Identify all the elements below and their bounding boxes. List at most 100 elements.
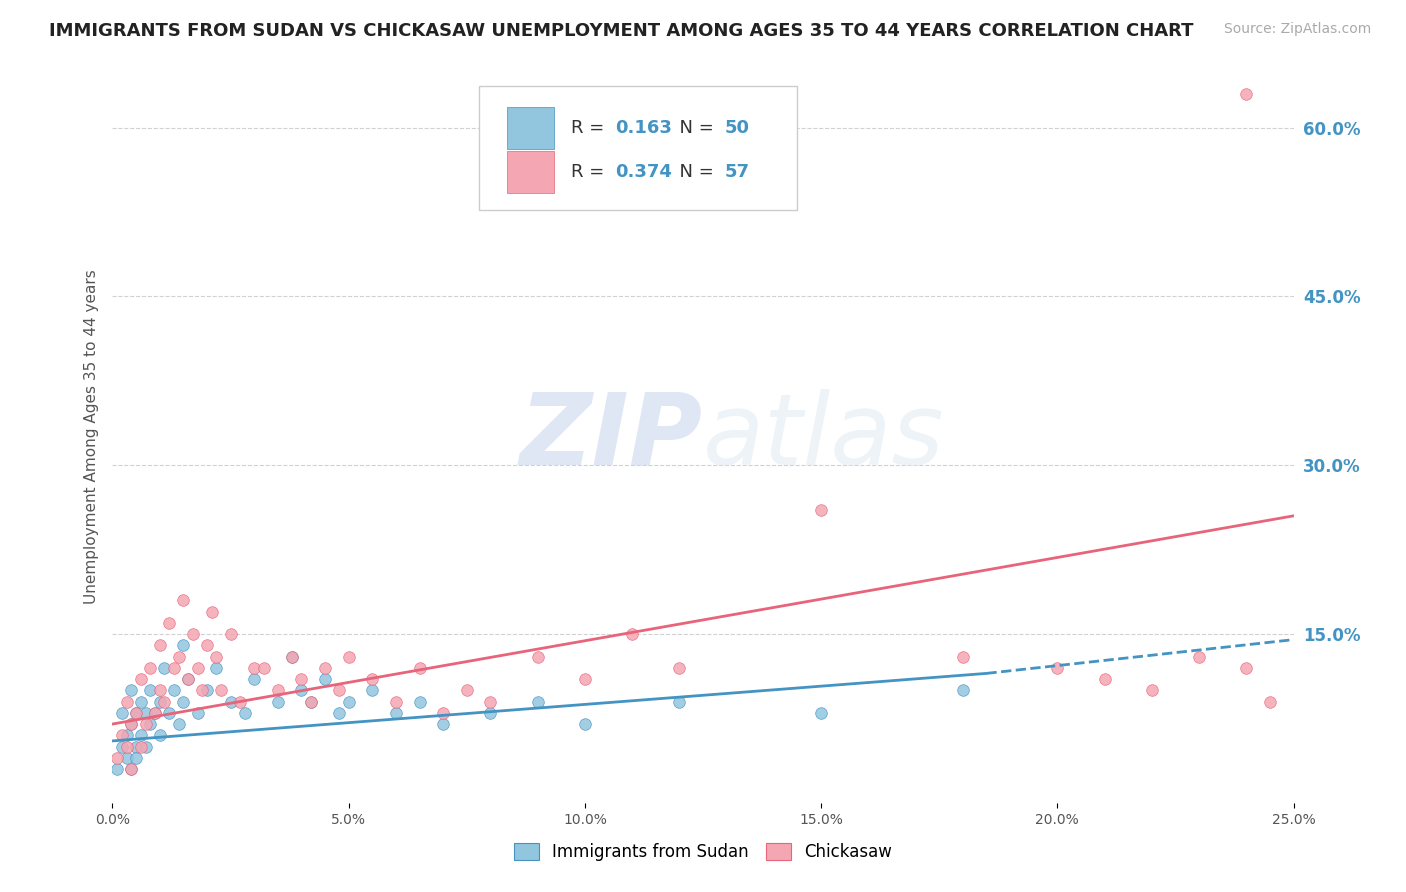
Point bbox=[290, 683, 312, 698]
Point bbox=[668, 661, 690, 675]
Point bbox=[181, 627, 204, 641]
Text: 57: 57 bbox=[724, 163, 749, 181]
Point bbox=[125, 706, 148, 720]
Point bbox=[574, 717, 596, 731]
Text: IMMIGRANTS FROM SUDAN VS CHICKASAW UNEMPLOYMENT AMONG AGES 35 TO 44 YEARS CORREL: IMMIGRANTS FROM SUDAN VS CHICKASAW UNEMP… bbox=[49, 22, 1194, 40]
Point bbox=[163, 683, 186, 698]
Point bbox=[526, 649, 548, 664]
Point bbox=[253, 661, 276, 675]
Point bbox=[328, 706, 350, 720]
Point bbox=[1234, 87, 1257, 101]
Point bbox=[1046, 661, 1069, 675]
FancyBboxPatch shape bbox=[508, 107, 554, 149]
Point bbox=[243, 661, 266, 675]
Point bbox=[1140, 683, 1163, 698]
Text: 0.374: 0.374 bbox=[616, 163, 672, 181]
Point bbox=[361, 672, 384, 686]
Point bbox=[105, 762, 128, 776]
Point bbox=[1188, 649, 1211, 664]
Point bbox=[135, 717, 157, 731]
Point bbox=[129, 728, 152, 742]
Point bbox=[129, 672, 152, 686]
Point bbox=[125, 706, 148, 720]
Point bbox=[195, 683, 218, 698]
FancyBboxPatch shape bbox=[508, 151, 554, 193]
Point bbox=[125, 739, 148, 754]
Point bbox=[299, 694, 322, 708]
Point bbox=[219, 627, 242, 641]
Point bbox=[408, 661, 430, 675]
Point bbox=[209, 683, 232, 698]
Point bbox=[267, 694, 290, 708]
Text: 50: 50 bbox=[724, 119, 749, 137]
Point bbox=[157, 615, 180, 630]
Point bbox=[120, 717, 142, 731]
Point bbox=[111, 739, 134, 754]
Point bbox=[105, 751, 128, 765]
Y-axis label: Unemployment Among Ages 35 to 44 years: Unemployment Among Ages 35 to 44 years bbox=[83, 269, 98, 605]
Point bbox=[1234, 661, 1257, 675]
Point bbox=[115, 728, 138, 742]
Point bbox=[205, 661, 228, 675]
Point bbox=[219, 694, 242, 708]
Text: 0.163: 0.163 bbox=[616, 119, 672, 137]
Point bbox=[952, 649, 974, 664]
Point bbox=[408, 694, 430, 708]
Point bbox=[111, 706, 134, 720]
Point bbox=[668, 694, 690, 708]
FancyBboxPatch shape bbox=[478, 86, 797, 211]
Point bbox=[233, 706, 256, 720]
Text: N =: N = bbox=[668, 163, 718, 181]
Point bbox=[120, 683, 142, 698]
Point bbox=[526, 694, 548, 708]
Point bbox=[229, 694, 252, 708]
Text: N =: N = bbox=[668, 119, 718, 137]
Point bbox=[153, 694, 176, 708]
Point bbox=[167, 649, 190, 664]
Point bbox=[299, 694, 322, 708]
Point bbox=[195, 638, 218, 652]
Point bbox=[172, 593, 194, 607]
Point bbox=[177, 672, 200, 686]
Point bbox=[135, 739, 157, 754]
Point bbox=[361, 683, 384, 698]
Point bbox=[314, 661, 336, 675]
Point bbox=[243, 672, 266, 686]
Point bbox=[129, 694, 152, 708]
Point bbox=[172, 638, 194, 652]
Point bbox=[149, 638, 172, 652]
Point bbox=[1258, 694, 1281, 708]
Point bbox=[115, 739, 138, 754]
Point bbox=[479, 694, 502, 708]
Text: R =: R = bbox=[571, 163, 610, 181]
Point bbox=[574, 672, 596, 686]
Text: atlas: atlas bbox=[703, 389, 945, 485]
Point bbox=[115, 694, 138, 708]
Point bbox=[149, 683, 172, 698]
Point bbox=[621, 627, 644, 641]
Point bbox=[111, 728, 134, 742]
Point bbox=[432, 717, 454, 731]
Point bbox=[1094, 672, 1116, 686]
Point bbox=[456, 683, 478, 698]
Point bbox=[139, 661, 162, 675]
Point bbox=[328, 683, 350, 698]
Point bbox=[120, 762, 142, 776]
Point bbox=[432, 706, 454, 720]
Point bbox=[479, 706, 502, 720]
Point bbox=[810, 503, 832, 517]
Point bbox=[125, 751, 148, 765]
Point bbox=[267, 683, 290, 698]
Point bbox=[163, 661, 186, 675]
Point bbox=[139, 717, 162, 731]
Point bbox=[281, 649, 304, 664]
Point bbox=[153, 661, 176, 675]
Point bbox=[186, 706, 208, 720]
Point bbox=[135, 706, 157, 720]
Text: R =: R = bbox=[571, 119, 610, 137]
Point bbox=[290, 672, 312, 686]
Point bbox=[120, 762, 142, 776]
Point bbox=[810, 706, 832, 720]
Point bbox=[205, 649, 228, 664]
Point bbox=[337, 649, 360, 664]
